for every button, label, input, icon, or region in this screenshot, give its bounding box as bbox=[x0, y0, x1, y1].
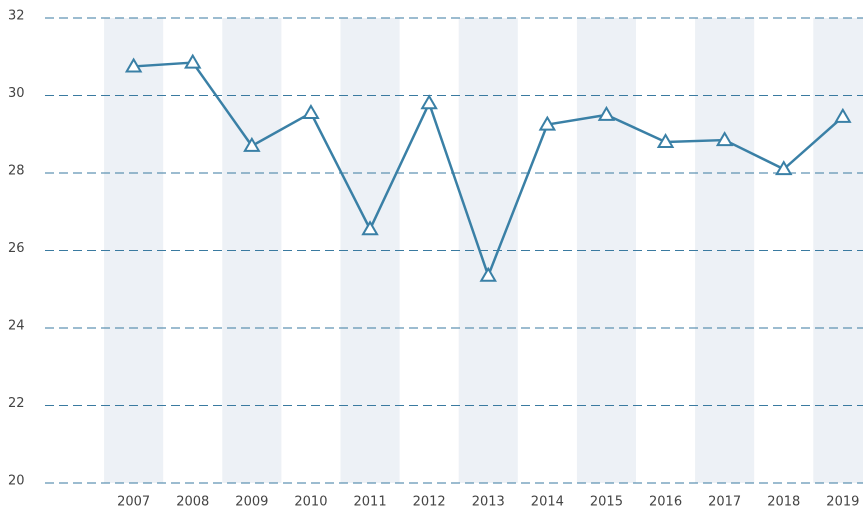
x-tick-label: 2012 bbox=[413, 495, 446, 510]
x-tick-label: 2011 bbox=[354, 495, 387, 510]
marker bbox=[597, 105, 616, 121]
marker bbox=[361, 220, 379, 236]
x-tick-label: 2016 bbox=[649, 495, 682, 510]
marker bbox=[243, 136, 261, 152]
x-tick-label: 2019 bbox=[826, 495, 859, 510]
marker bbox=[538, 115, 557, 131]
x-tick-label: 2009 bbox=[235, 495, 268, 510]
x-tick-label: 2010 bbox=[294, 495, 327, 510]
marker bbox=[302, 103, 320, 119]
y-tick-label: 30 bbox=[8, 86, 25, 101]
marker bbox=[420, 94, 438, 110]
x-tick-label: 2017 bbox=[708, 495, 741, 510]
x-tick-label: 2007 bbox=[117, 495, 150, 510]
marker bbox=[715, 131, 734, 147]
marker bbox=[479, 266, 497, 282]
marker bbox=[834, 107, 852, 123]
y-tick-label: 32 bbox=[8, 9, 25, 24]
x-tick-label: 2013 bbox=[472, 495, 505, 510]
y-tick-label: 24 bbox=[8, 319, 25, 334]
marker bbox=[124, 57, 143, 73]
marker bbox=[656, 133, 675, 148]
x-tick-label: 2015 bbox=[590, 495, 623, 510]
marker bbox=[775, 160, 793, 176]
y-tick-label: 22 bbox=[8, 396, 25, 411]
x-tick-label: 2014 bbox=[531, 495, 564, 510]
y-tick-label: 28 bbox=[8, 164, 25, 179]
x-tick-label: 2008 bbox=[176, 495, 209, 510]
marker bbox=[184, 53, 202, 69]
y-tick-label: 26 bbox=[8, 241, 25, 256]
x-tick-label: 2018 bbox=[767, 495, 800, 510]
y-tick-label: 20 bbox=[8, 474, 25, 489]
